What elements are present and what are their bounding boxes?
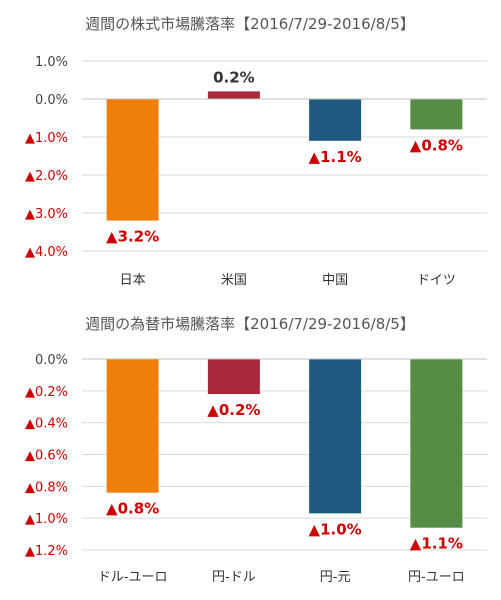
y-tick-label: ▲1.0% xyxy=(25,131,68,146)
y-tick-label: ▲1.0% xyxy=(25,512,68,527)
chart-title: 週間の株式市場騰落率【2016/7/29-2016/8/5】 xyxy=(85,15,415,33)
y-tick-label: ▲1.2% xyxy=(25,544,68,559)
y-tick-label: 0.0% xyxy=(35,93,68,108)
y-tick-label: ▲0.6% xyxy=(25,449,68,464)
y-tick-label: ▲3.0% xyxy=(25,207,68,222)
y-tick-label: ▲0.4% xyxy=(25,417,68,432)
category-label: ドル-ユーロ xyxy=(98,570,168,585)
y-tick-label: 1.0% xyxy=(35,55,68,70)
category-label: 円-ドル xyxy=(212,570,256,585)
bar xyxy=(410,99,463,130)
bar xyxy=(309,359,362,514)
y-tick-label: ▲4.0% xyxy=(25,245,68,260)
chart-title: 週間の為替市場騰落率【2016/7/29-2016/8/5】 xyxy=(85,315,415,333)
data-label: ▲3.2% xyxy=(106,228,159,246)
bar xyxy=(207,359,260,395)
bar xyxy=(410,359,463,528)
category-label: 米国 xyxy=(221,273,247,288)
bar xyxy=(207,91,260,99)
category-label: 円-ユーロ xyxy=(408,570,465,585)
fx-market-chart: 週間の為替市場騰落率【2016/7/29-2016/8/5】 0.0% ▲0.2%… xyxy=(25,315,487,585)
bar xyxy=(106,359,159,493)
category-label: 中国 xyxy=(322,273,348,288)
data-label: ▲0.2% xyxy=(207,401,260,419)
y-tick-label: ▲0.2% xyxy=(25,385,68,400)
data-label: ▲0.8% xyxy=(106,500,159,518)
category-label: ドイツ xyxy=(417,273,456,288)
data-label: ▲0.8% xyxy=(410,136,463,154)
bar xyxy=(309,99,362,141)
stock-market-chart: 週間の株式市場騰落率【2016/7/29-2016/8/5】 1.0% 0.0% ▲… xyxy=(25,15,487,288)
y-tick-label: ▲0.8% xyxy=(25,480,68,495)
bar xyxy=(106,99,159,221)
data-label: ▲1.0% xyxy=(309,520,362,538)
data-label: ▲1.1% xyxy=(410,535,463,553)
y-tick-label: ▲2.0% xyxy=(25,169,68,184)
data-label: ▲1.1% xyxy=(309,148,362,166)
y-tick-label: 0.0% xyxy=(35,353,68,368)
data-label: 0.2% xyxy=(213,68,255,86)
category-label: 日本 xyxy=(120,273,146,288)
category-label: 円-元 xyxy=(320,570,351,585)
